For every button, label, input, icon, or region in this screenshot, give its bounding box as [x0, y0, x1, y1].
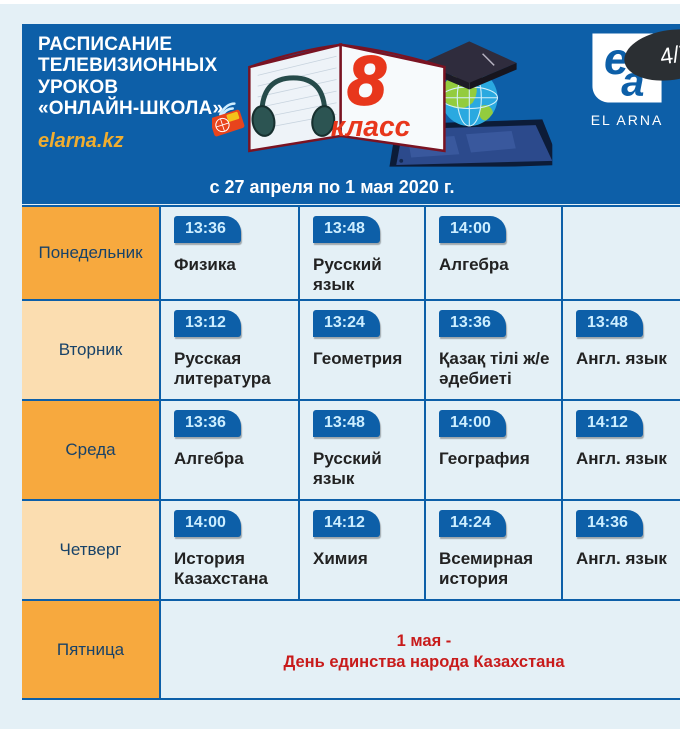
- svg-text:класс: класс: [331, 110, 411, 142]
- svg-text:8: 8: [347, 41, 386, 119]
